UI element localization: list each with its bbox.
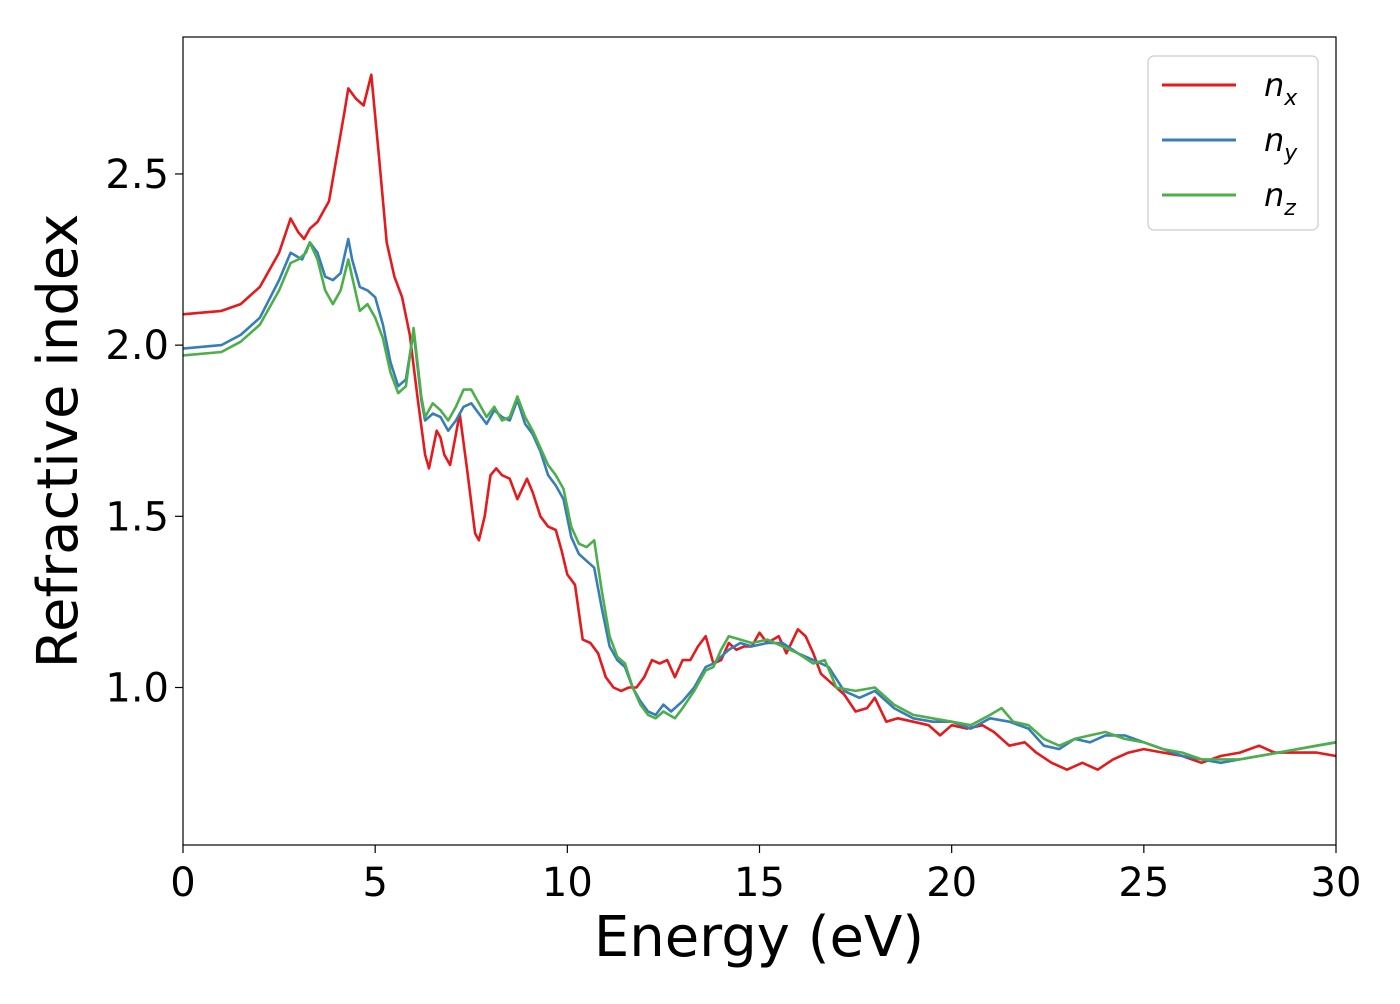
legend-box (1147, 55, 1319, 231)
series-line-y (182, 237, 1337, 765)
y-axis: 1.0 1.5 2.0 2.5 (105, 152, 183, 712)
series-lines (182, 73, 1337, 771)
x-tick-label: 20 (926, 860, 977, 906)
x-tick-label: 30 (1311, 860, 1362, 906)
legend-label-y: ny (1264, 121, 1298, 166)
x-tick-label: 15 (734, 860, 785, 906)
y-tick-label: 1.0 (105, 666, 169, 712)
x-tick-label: 0 (170, 860, 195, 906)
series-line-z (182, 241, 1337, 761)
series-line-x (182, 73, 1337, 771)
x-tick-label: 10 (542, 860, 593, 906)
legend: nx ny nz (1147, 55, 1319, 231)
y-tick-label: 1.5 (105, 494, 169, 540)
legend-label-x: nx (1264, 66, 1298, 111)
y-tick-label: 2.5 (105, 152, 169, 198)
x-axis-label: Energy (eV) (594, 905, 924, 970)
x-axis: 0 5 10 15 20 25 30 (170, 845, 1361, 906)
y-tick-label: 2.0 (105, 323, 169, 369)
y-axis-label: Refractive index (26, 214, 91, 669)
legend-label-z: nz (1264, 176, 1296, 221)
x-tick-label: 5 (362, 860, 387, 906)
x-tick-label: 25 (1118, 860, 1169, 906)
